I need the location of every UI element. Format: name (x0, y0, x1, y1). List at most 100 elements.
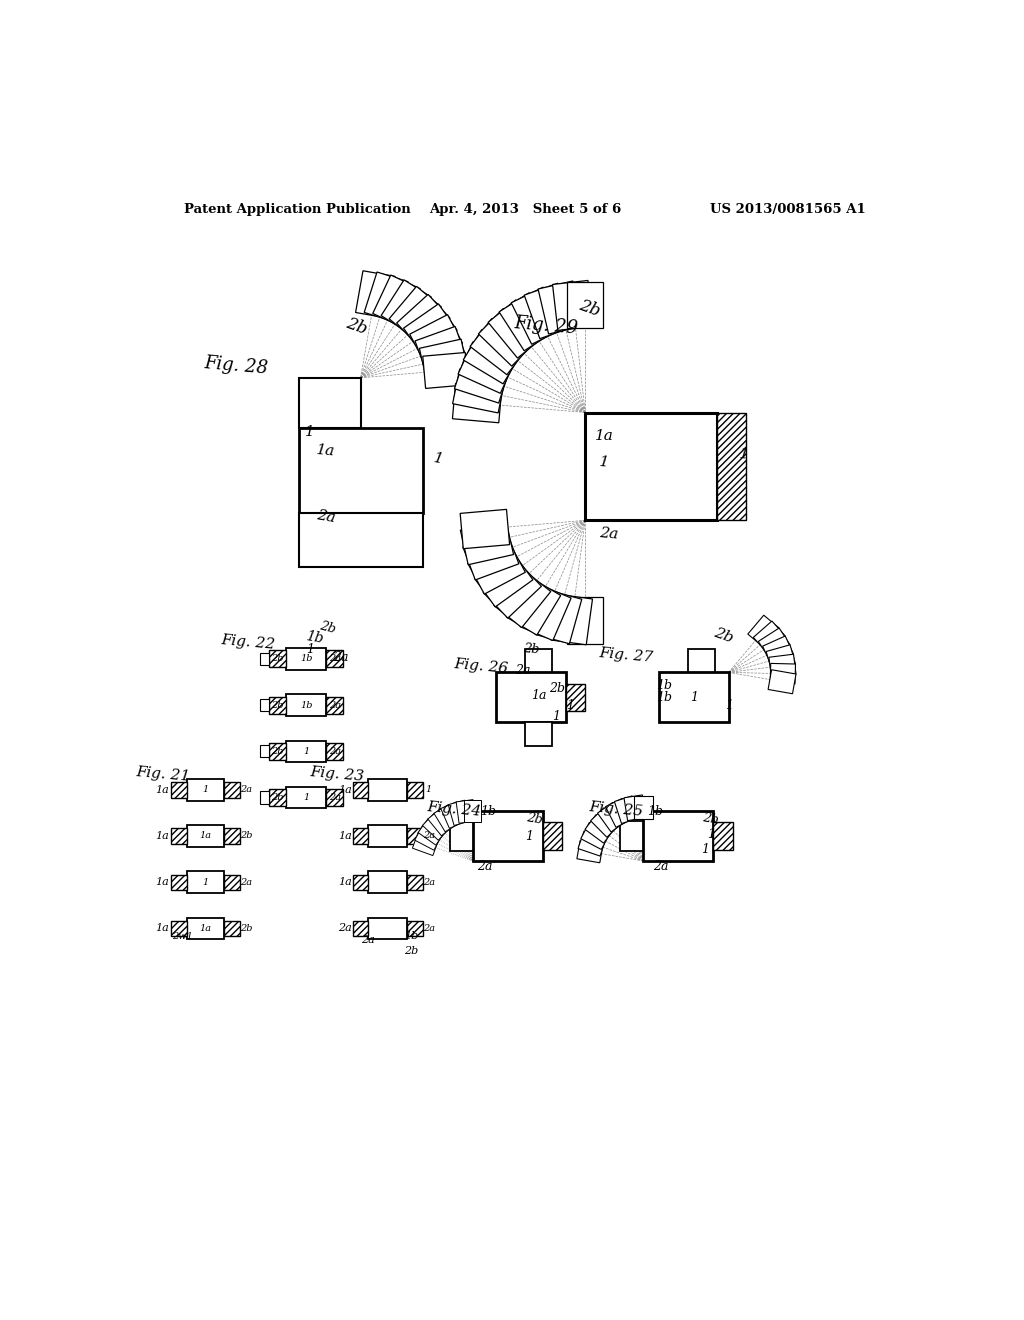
Bar (643, 810, 713, 861)
Text: 2a: 2a (240, 785, 252, 795)
Polygon shape (768, 669, 796, 694)
Text: 1: 1 (565, 698, 573, 711)
Text: 2a: 2a (334, 651, 349, 664)
Bar (269, 789, 286, 807)
Polygon shape (634, 796, 652, 818)
Polygon shape (355, 271, 395, 318)
Text: 2b: 2b (271, 747, 284, 756)
Polygon shape (440, 801, 465, 829)
Polygon shape (428, 808, 455, 836)
Text: 1: 1 (690, 690, 697, 704)
Text: 2a: 2a (653, 861, 669, 874)
Bar (352, 781, 369, 797)
Text: Fig. 25: Fig. 25 (589, 800, 644, 818)
Bar (525, 722, 552, 746)
Text: 1: 1 (725, 698, 732, 711)
Polygon shape (520, 585, 571, 640)
Text: Fig. 27: Fig. 27 (598, 645, 653, 664)
Bar (286, 648, 327, 669)
Text: 1: 1 (426, 785, 432, 795)
Polygon shape (770, 664, 796, 684)
Text: 1b: 1b (300, 655, 312, 664)
Text: Apr. 4, 2013   Sheet 5 of 6: Apr. 4, 2013 Sheet 5 of 6 (429, 203, 621, 216)
Bar (566, 684, 586, 711)
Polygon shape (511, 288, 563, 345)
Polygon shape (763, 636, 794, 664)
Text: 1: 1 (305, 425, 315, 438)
Text: 1b: 1b (300, 701, 312, 710)
Text: Fig. 24: Fig. 24 (426, 800, 481, 818)
Polygon shape (365, 272, 409, 322)
Text: 1a: 1a (200, 832, 212, 841)
Polygon shape (624, 795, 646, 821)
Polygon shape (420, 339, 468, 380)
Polygon shape (766, 644, 796, 671)
Bar (171, 829, 187, 843)
Bar (269, 651, 286, 668)
Bar (369, 917, 407, 940)
Text: 1b: 1b (656, 690, 673, 704)
Polygon shape (403, 304, 457, 355)
Bar (407, 781, 423, 797)
Polygon shape (415, 825, 442, 850)
Text: 2a: 2a (315, 508, 336, 525)
Polygon shape (591, 808, 621, 837)
Text: 1a: 1a (531, 689, 547, 702)
Text: 2b: 2b (271, 655, 284, 664)
Text: 2b: 2b (344, 314, 370, 338)
Bar (369, 871, 407, 892)
Text: 2a: 2a (329, 701, 341, 710)
Text: 2b: 2b (240, 832, 252, 841)
Bar (525, 649, 552, 672)
Bar (286, 694, 327, 715)
Text: 2w1: 2w1 (172, 932, 193, 941)
Polygon shape (567, 597, 603, 644)
Text: 2b: 2b (240, 924, 252, 933)
Text: 2a: 2a (240, 878, 252, 887)
Text: Fig. 23: Fig. 23 (309, 766, 365, 784)
Polygon shape (434, 805, 460, 832)
Text: 2b: 2b (318, 620, 337, 636)
Bar (299, 428, 423, 512)
Text: 2a: 2a (329, 747, 341, 756)
Polygon shape (458, 342, 515, 393)
Bar (224, 874, 240, 890)
Text: 2b: 2b (577, 297, 602, 321)
Polygon shape (463, 330, 521, 384)
Text: 1: 1 (306, 643, 314, 656)
Bar (260, 653, 269, 665)
Polygon shape (418, 818, 445, 845)
Bar (713, 822, 732, 850)
Bar (224, 829, 240, 843)
Bar (327, 743, 343, 760)
Text: 1b: 1b (403, 931, 418, 941)
Polygon shape (453, 383, 502, 422)
Text: 1: 1 (203, 878, 209, 887)
Polygon shape (605, 799, 633, 828)
Text: 1b: 1b (480, 805, 497, 818)
Bar (286, 787, 327, 808)
Polygon shape (506, 577, 561, 635)
Bar (224, 921, 240, 936)
Text: 1a: 1a (156, 924, 169, 933)
Polygon shape (567, 281, 603, 327)
Polygon shape (478, 309, 537, 366)
Polygon shape (553, 280, 593, 330)
Text: 1: 1 (303, 793, 309, 803)
Polygon shape (614, 796, 639, 824)
Text: 1a: 1a (338, 785, 352, 795)
Bar (407, 874, 423, 890)
Text: 1a: 1a (200, 924, 212, 933)
Bar (496, 672, 566, 722)
Polygon shape (396, 294, 451, 347)
Polygon shape (538, 281, 584, 334)
Polygon shape (381, 280, 431, 333)
Bar (473, 810, 543, 861)
Text: 1a: 1a (156, 785, 169, 795)
Bar (450, 821, 473, 851)
Bar (327, 697, 343, 714)
Text: Fig. 26: Fig. 26 (453, 657, 508, 676)
Bar (171, 874, 187, 890)
Text: US 2013/0081565 A1: US 2013/0081565 A1 (710, 203, 866, 216)
Polygon shape (464, 800, 481, 822)
